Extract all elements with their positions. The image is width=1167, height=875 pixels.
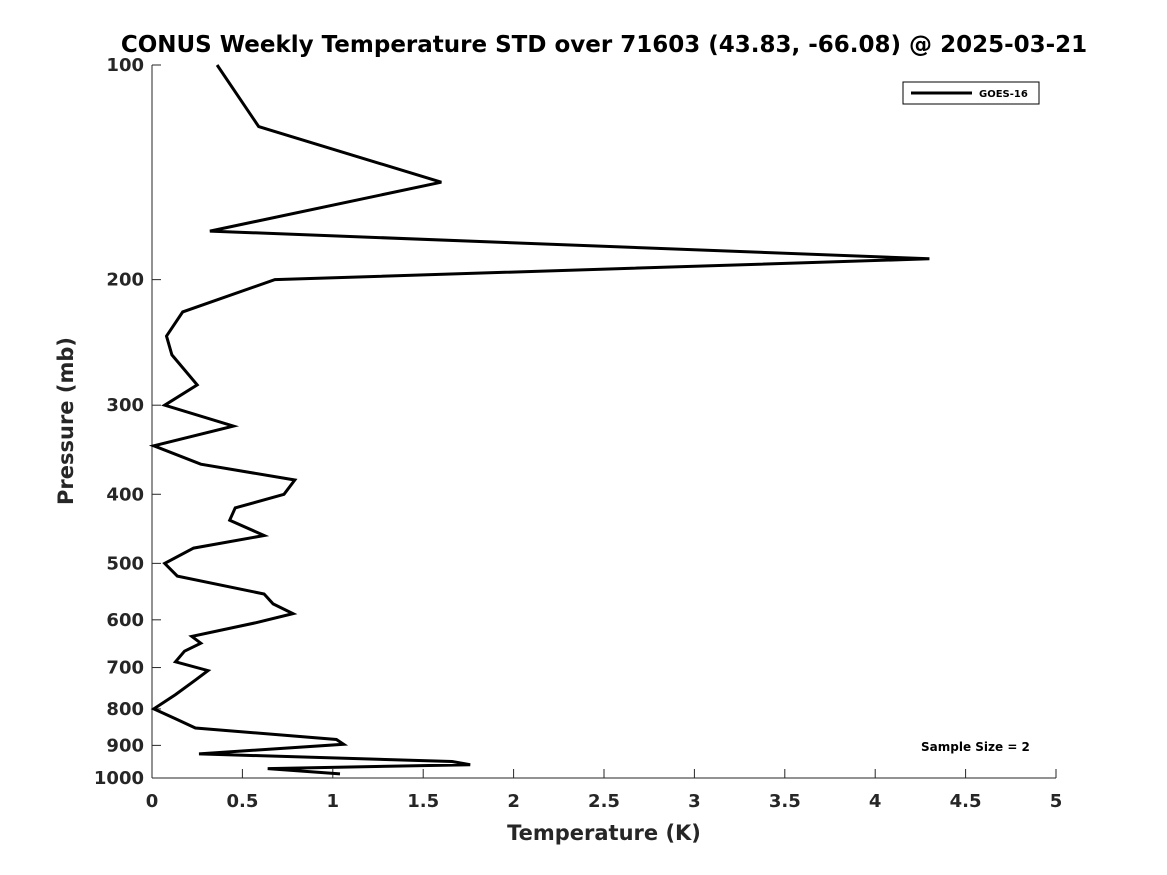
chart-title: CONUS Weekly Temperature STD over 71603 …	[121, 32, 1087, 58]
x-tick-label-7: 3.5	[769, 791, 801, 812]
x-tick-label-6: 3	[688, 791, 701, 812]
x-tick-label-3: 1.5	[407, 791, 439, 812]
x-tick-label-5: 2.5	[588, 791, 620, 812]
y-tick-label-7: 800	[106, 699, 144, 720]
x-tick-label-4: 2	[507, 791, 520, 812]
x-tick-label-2: 1	[327, 791, 340, 812]
y-tick-label-4: 500	[106, 553, 144, 574]
legend-label-goes-16: GOES-16	[979, 89, 1028, 100]
plot-area: 0 0.5 1 1.5 2 2.5 3 3.5 4 4.5 5 100 200 300 400 500 600 7…	[94, 55, 1062, 812]
legend: GOES-16	[902, 81, 1040, 105]
x-tick-label-1: 0.5	[226, 791, 258, 812]
x-tick-label-0: 0	[146, 791, 159, 812]
y-tick-label-3: 400	[106, 484, 144, 505]
y-tick-label-6: 700	[106, 658, 144, 679]
y-tick-label-9: 1000	[94, 768, 144, 789]
x-tick-label-9: 4.5	[950, 791, 982, 812]
x-tick-label-10: 5	[1050, 791, 1063, 812]
y-axis-label: Pressure (mb)	[54, 337, 78, 505]
series-line-goes-16	[148, 64, 930, 776]
y-tick-label-1: 200	[106, 270, 144, 291]
y-tick-label-8: 900	[106, 735, 144, 756]
y-tick-label-5: 600	[106, 610, 144, 631]
x-tick-label-8: 4	[869, 791, 882, 812]
y-tick-label-2: 300	[106, 395, 144, 416]
x-axis-label: Temperature (K)	[507, 821, 701, 845]
y-tick-label-0: 100	[106, 55, 144, 76]
sample-size-annotation: Sample Size = 2	[921, 740, 1030, 754]
